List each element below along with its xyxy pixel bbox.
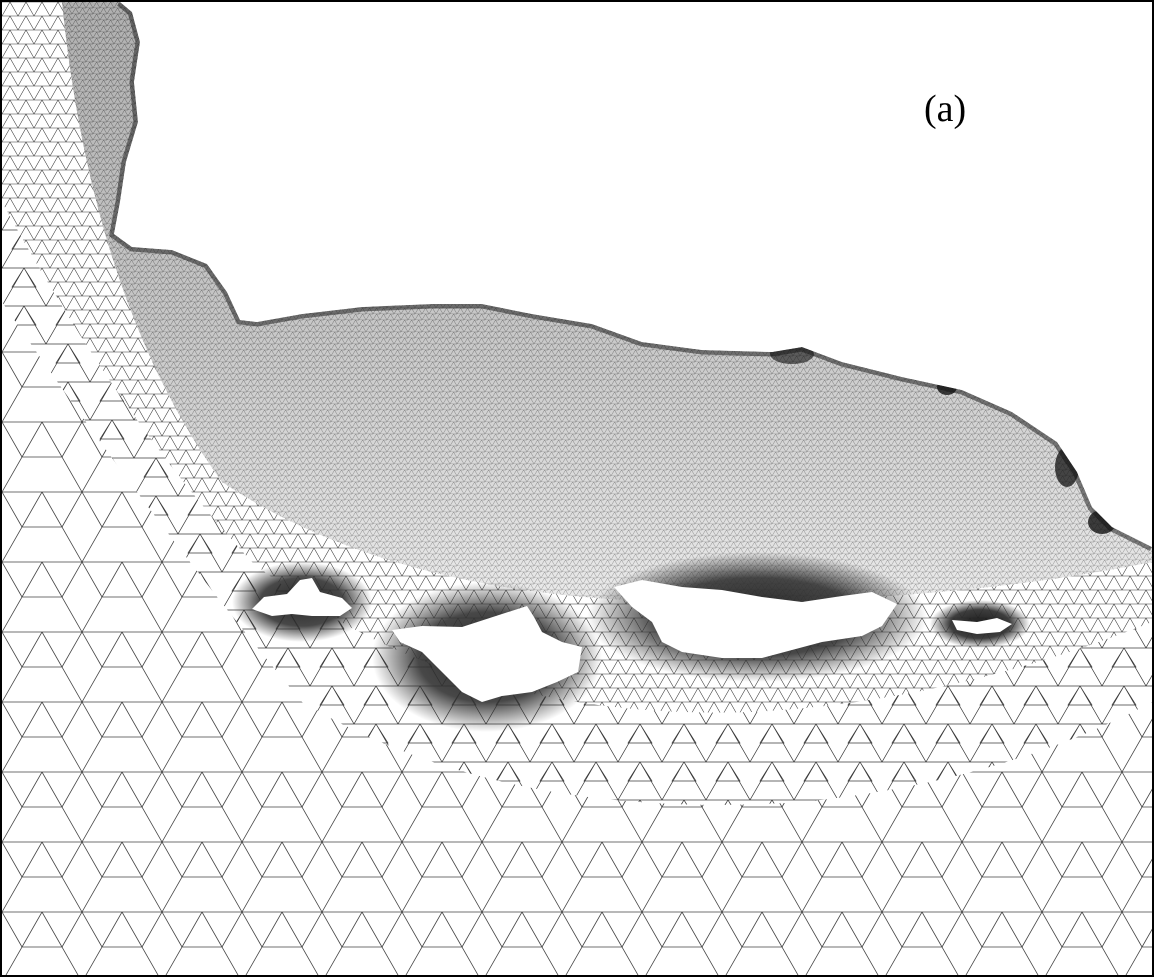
panel-label: (a): [924, 90, 966, 128]
